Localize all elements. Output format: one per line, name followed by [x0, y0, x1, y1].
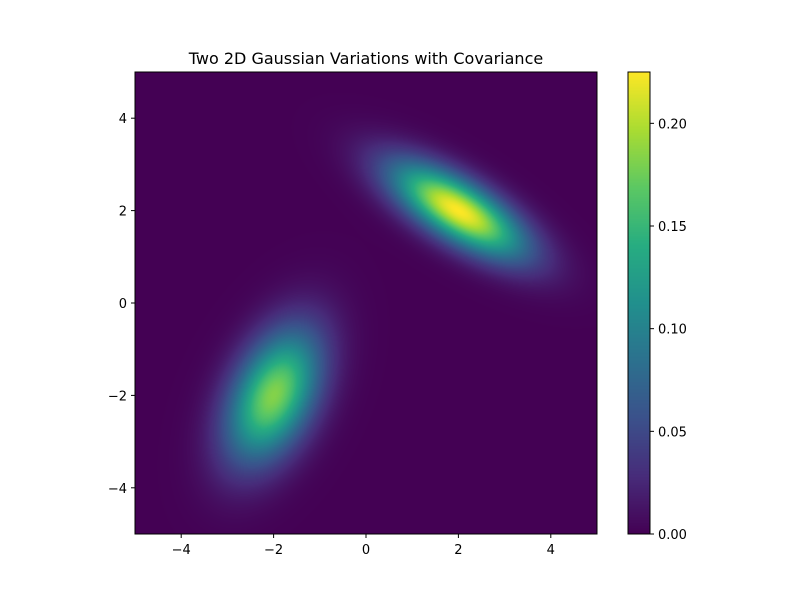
- y-tick-label: 2: [119, 205, 127, 220]
- x-tick-label: 2: [454, 543, 462, 558]
- y-tick-label: 4: [119, 112, 127, 127]
- plot-frame: [134, 71, 598, 535]
- x-axis: −4 −2 0 2 4: [172, 534, 555, 558]
- y-tick-label: 0: [119, 297, 127, 312]
- y-tick-label: −4: [108, 482, 127, 497]
- x-tick-label: 4: [547, 543, 555, 558]
- colorbar-frame: [627, 71, 651, 535]
- x-tick-label: −4: [172, 543, 191, 558]
- colorbar-gradient: [628, 72, 650, 534]
- x-tick-label: −2: [264, 543, 283, 558]
- y-tick-label: −2: [108, 389, 127, 404]
- colorbar-tick-label: 0.20: [658, 117, 687, 132]
- heatmap-image: [135, 72, 597, 534]
- colorbar-axis: 0.00 0.05 0.10 0.15 0.20: [650, 117, 687, 543]
- colorbar-tick-label: 0.15: [658, 220, 687, 235]
- y-axis: −4 −2 0 2 4: [108, 112, 135, 497]
- chart-title: Two 2D Gaussian Variations with Covarian…: [188, 49, 543, 68]
- colorbar-tick-label: 0.00: [658, 528, 687, 543]
- colorbar-tick-label: 0.05: [658, 425, 687, 440]
- colorbar-tick-label: 0.10: [658, 323, 687, 338]
- x-tick-label: 0: [362, 543, 370, 558]
